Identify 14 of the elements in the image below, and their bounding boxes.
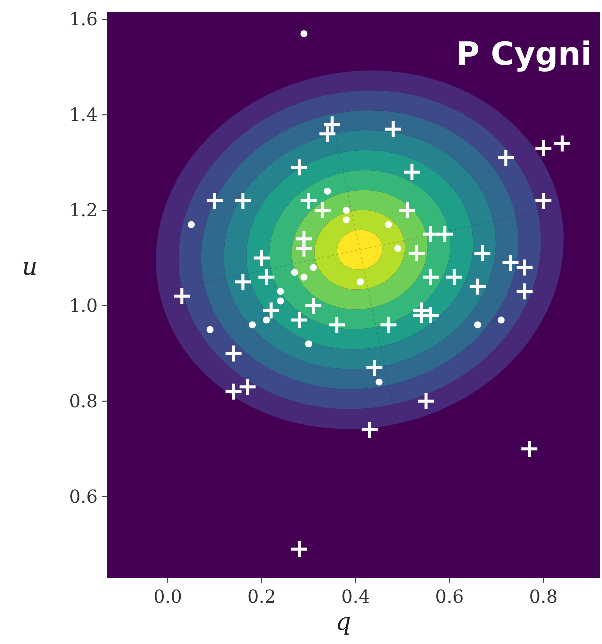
y-tick-label: 1.4: [69, 105, 98, 126]
y-tick-label: 1.6: [69, 10, 98, 31]
x-axis-title: q: [336, 608, 352, 636]
y-tick-label: 1.0: [69, 296, 98, 317]
y-axis-title: u: [22, 253, 38, 281]
x-tick-label: 0.2: [248, 587, 276, 608]
y-tick-label: 0.6: [69, 486, 98, 508]
x-tick-label: 0.0: [154, 587, 182, 608]
x-tick-label: 0.8: [529, 587, 558, 608]
y-tick-label: 1.2: [69, 200, 98, 222]
y-tick-label: 0.8: [69, 391, 98, 412]
text: P Cygni: [456, 35, 592, 73]
x-tick-label: 0.4: [342, 587, 370, 608]
x-tick-label: 0.6: [435, 587, 464, 608]
